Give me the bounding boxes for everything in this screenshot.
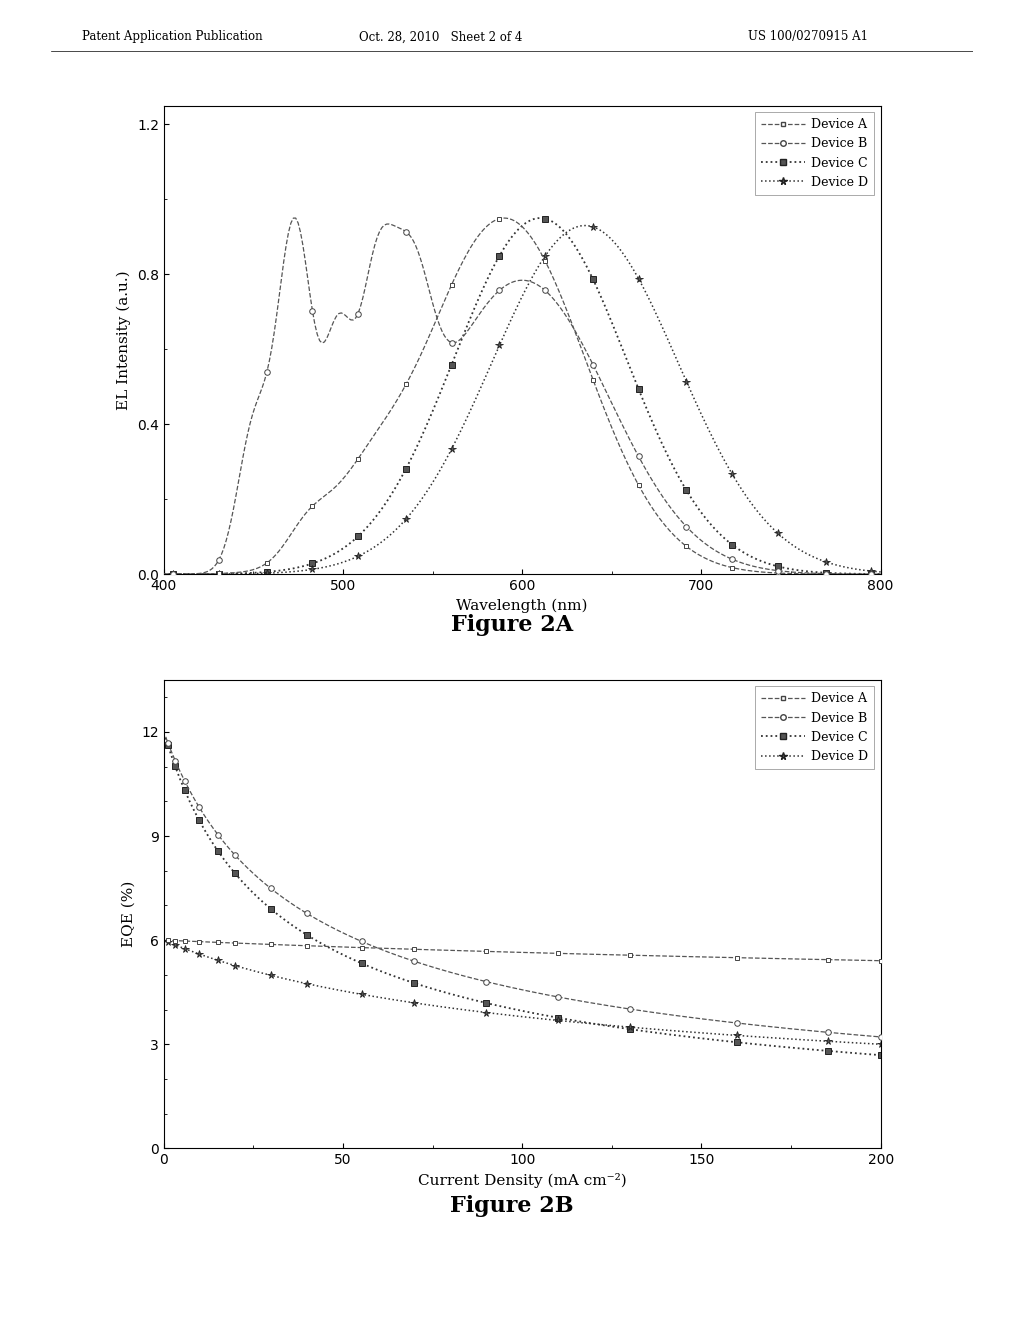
X-axis label: Current Density (mA cm⁻²): Current Density (mA cm⁻²) bbox=[418, 1172, 627, 1188]
X-axis label: Wavelength (nm): Wavelength (nm) bbox=[457, 598, 588, 612]
Text: Patent Application Publication: Patent Application Publication bbox=[82, 30, 262, 44]
Text: Figure 2A: Figure 2A bbox=[451, 614, 573, 636]
Legend: Device A, Device B, Device C, Device D: Device A, Device B, Device C, Device D bbox=[755, 686, 874, 770]
Y-axis label: EL Intensity (a.u.): EL Intensity (a.u.) bbox=[117, 271, 131, 409]
Text: Figure 2B: Figure 2B bbox=[451, 1195, 573, 1217]
Y-axis label: EQE (%): EQE (%) bbox=[122, 880, 136, 948]
Text: US 100/0270915 A1: US 100/0270915 A1 bbox=[748, 30, 867, 44]
Legend: Device A, Device B, Device C, Device D: Device A, Device B, Device C, Device D bbox=[755, 112, 874, 195]
Text: Oct. 28, 2010   Sheet 2 of 4: Oct. 28, 2010 Sheet 2 of 4 bbox=[358, 30, 522, 44]
